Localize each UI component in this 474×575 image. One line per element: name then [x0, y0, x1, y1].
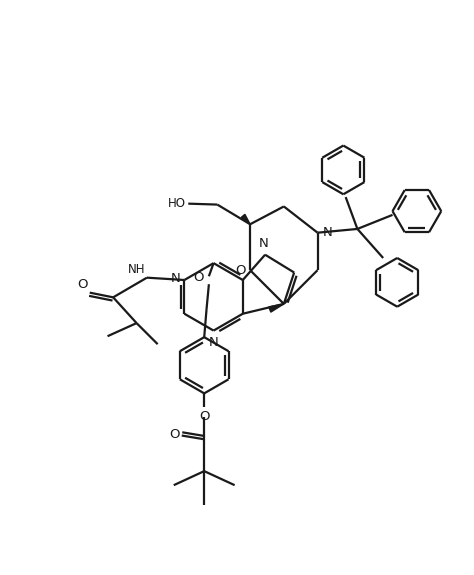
Polygon shape: [241, 214, 250, 224]
Text: NH: NH: [128, 263, 145, 276]
Text: O: O: [77, 278, 87, 292]
Text: O: O: [169, 428, 179, 441]
Text: N: N: [259, 237, 269, 250]
Text: O: O: [194, 271, 204, 284]
Text: O: O: [199, 410, 210, 423]
Text: N: N: [171, 272, 181, 285]
Polygon shape: [269, 304, 284, 312]
Text: HO: HO: [168, 197, 186, 210]
Text: N: N: [322, 226, 332, 239]
Text: N: N: [209, 336, 219, 349]
Text: O: O: [235, 264, 246, 277]
